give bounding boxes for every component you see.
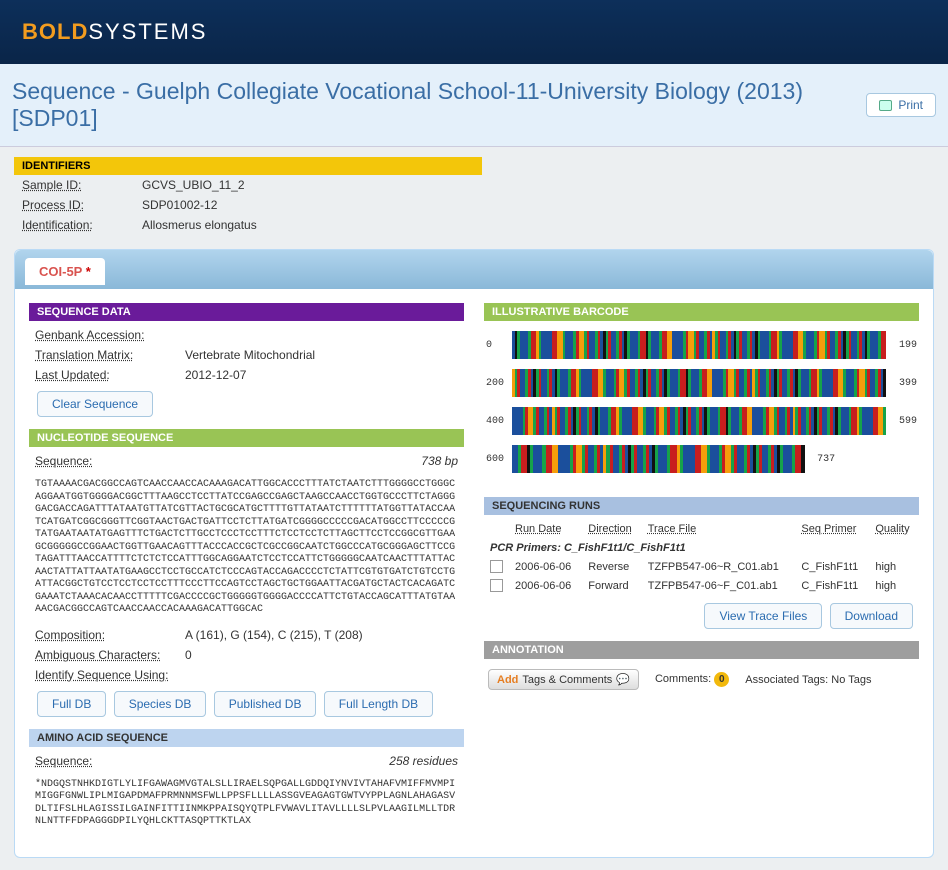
cell-quality: high [869, 576, 919, 595]
cell-file: TZFPB547-06~F_C01.ab1 [642, 576, 796, 595]
cell-primer: C_FishF1t1 [795, 557, 869, 576]
runs-table: Run Date Direction Trace File Seq Primer… [484, 519, 919, 595]
updated-row: Last Updated: 2012-12-07 [29, 365, 464, 385]
composition-label: Composition: [35, 628, 185, 642]
comment-icon: 💬 [616, 673, 630, 686]
comments-block: Comments: 0 [655, 672, 729, 687]
identifier-row: Sample ID: GCVS_UBIO_11_2 [14, 175, 482, 195]
ambiguous-row: Ambiguous Characters: 0 [29, 645, 464, 665]
annotation-row: Add Tags & Comments 💬 Comments: 0 Associ… [484, 663, 919, 696]
tab-coi5p[interactable]: COI-5P * [25, 258, 105, 285]
cell-file: TZFPB547-06~R_C01.ab1 [642, 557, 796, 576]
print-label: Print [898, 98, 923, 112]
identifier-row: Identification: Allosmerus elongatus [14, 215, 482, 235]
tab-label: COI-5P [39, 264, 82, 279]
matrix-row: Translation Matrix: Vertebrate Mitochond… [29, 345, 464, 365]
cell-date: 2006-06-06 [509, 576, 582, 595]
print-button[interactable]: Print [866, 93, 936, 117]
add-rest: Tags & Comments [522, 674, 612, 686]
published-db-button[interactable]: Published DB [214, 691, 317, 717]
tab-marker-icon: * [86, 264, 91, 279]
nucleotide-seq-head: Sequence: 738 bp [29, 451, 464, 471]
barcode-display: 0199200399400599600737 [484, 325, 919, 497]
amino-seq-head: Sequence: 258 residues [29, 751, 464, 771]
clear-sequence-button[interactable]: Clear Sequence [37, 391, 153, 417]
identifier-label: Sample ID: [22, 178, 142, 192]
genbank-label: Genbank Accession: [35, 328, 185, 342]
row-checkbox[interactable] [490, 579, 503, 592]
full-length-db-button[interactable]: Full Length DB [324, 691, 433, 717]
genbank-row: Genbank Accession: [29, 325, 464, 345]
col-direction: Direction [582, 519, 641, 539]
logo-systems: SYSTEMS [88, 19, 207, 45]
table-row: 2006-06-06 Reverse TZFPB547-06~R_C01.ab1… [484, 557, 919, 576]
identifier-row: Process ID: SDP01002-12 [14, 195, 482, 215]
cell-date: 2006-06-06 [509, 557, 582, 576]
tab-strip: COI-5P * [15, 250, 933, 289]
col-seq-primer: Seq Primer [795, 519, 869, 539]
amino-seq-label: Sequence: [35, 754, 92, 768]
col-quality: Quality [869, 519, 919, 539]
identifier-value: GCVS_UBIO_11_2 [142, 178, 245, 192]
comments-label: Comments: [655, 673, 711, 685]
amino-length: 258 residues [389, 754, 458, 768]
runs-header: SEQUENCING RUNS [484, 497, 919, 515]
add-tags-button[interactable]: Add Tags & Comments 💬 [488, 669, 639, 690]
amino-sequence-text: *NDGQSTNHKDIGTLYLIFGAWAGMVGTALSLLIRAELSQ… [29, 771, 464, 837]
annotation-header: ANNOTATION [484, 641, 919, 659]
full-db-button[interactable]: Full DB [37, 691, 106, 717]
col-run-date: Run Date [509, 519, 582, 539]
identifier-value: Allosmerus elongatus [142, 218, 257, 232]
barcode-header: ILLUSTRATIVE BARCODE [484, 303, 919, 321]
top-nav-bar: BOLDSYSTEMS [0, 0, 948, 64]
identifier-label: Process ID: [22, 198, 142, 212]
identifier-label: Identification: [22, 218, 142, 232]
matrix-label: Translation Matrix: [35, 348, 185, 362]
identifier-value: SDP01002-12 [142, 198, 217, 212]
seq-length: 738 bp [421, 454, 458, 468]
identifiers-box: IDENTIFIERS Sample ID: GCVS_UBIO_11_2 Pr… [14, 157, 482, 235]
add-prefix: Add [497, 674, 518, 686]
identify-row: Identify Sequence Using: [29, 665, 464, 685]
logo-bold: BOLD [22, 19, 88, 45]
print-icon [879, 100, 892, 111]
cell-quality: high [869, 557, 919, 576]
runs-header-row: Run Date Direction Trace File Seq Primer… [484, 519, 919, 539]
checkbox-column [484, 519, 509, 539]
updated-label: Last Updated: [35, 368, 185, 382]
download-button[interactable]: Download [830, 603, 913, 629]
nucleotide-header: NUCLEOTIDE SEQUENCE [29, 429, 464, 447]
associated-tags: Associated Tags: No Tags [745, 674, 871, 686]
col-trace-file: Trace File [642, 519, 796, 539]
identifiers-header: IDENTIFIERS [14, 157, 482, 175]
updated-value: 2012-12-07 [185, 368, 458, 382]
ambiguous-label: Ambiguous Characters: [35, 648, 185, 662]
sequence-data-header: SEQUENCE DATA [29, 303, 464, 321]
pcr-primers-row: PCR Primers: C_FishF1t1/C_FishF1t1 [484, 539, 919, 557]
composition-value: A (161), G (154), C (215), T (208) [185, 628, 458, 642]
comments-count: 0 [714, 672, 729, 687]
main-panel: COI-5P * SEQUENCE DATA Genbank Accession… [14, 249, 934, 858]
cell-primer: C_FishF1t1 [795, 576, 869, 595]
seq-label: Sequence: [35, 454, 92, 468]
composition-row: Composition: A (161), G (154), C (215), … [29, 625, 464, 645]
amino-header: AMINO ACID SEQUENCE [29, 729, 464, 747]
matrix-value: Vertebrate Mitochondrial [185, 348, 458, 362]
ambiguous-value: 0 [185, 648, 458, 662]
nucleotide-sequence-text: TGTAAAACGACGGCCAGTCAACCAACCACAAAGACATTGG… [29, 471, 464, 625]
identify-label: Identify Sequence Using: [35, 668, 185, 682]
title-bar: Sequence - Guelph Collegiate Vocational … [0, 64, 948, 147]
table-row: 2006-06-06 Forward TZFPB547-06~F_C01.ab1… [484, 576, 919, 595]
page-title: Sequence - Guelph Collegiate Vocational … [12, 78, 866, 132]
cell-direction: Forward [582, 576, 641, 595]
row-checkbox[interactable] [490, 560, 503, 573]
genbank-value [185, 328, 458, 342]
view-trace-files-button[interactable]: View Trace Files [704, 603, 822, 629]
cell-direction: Reverse [582, 557, 641, 576]
species-db-button[interactable]: Species DB [114, 691, 207, 717]
